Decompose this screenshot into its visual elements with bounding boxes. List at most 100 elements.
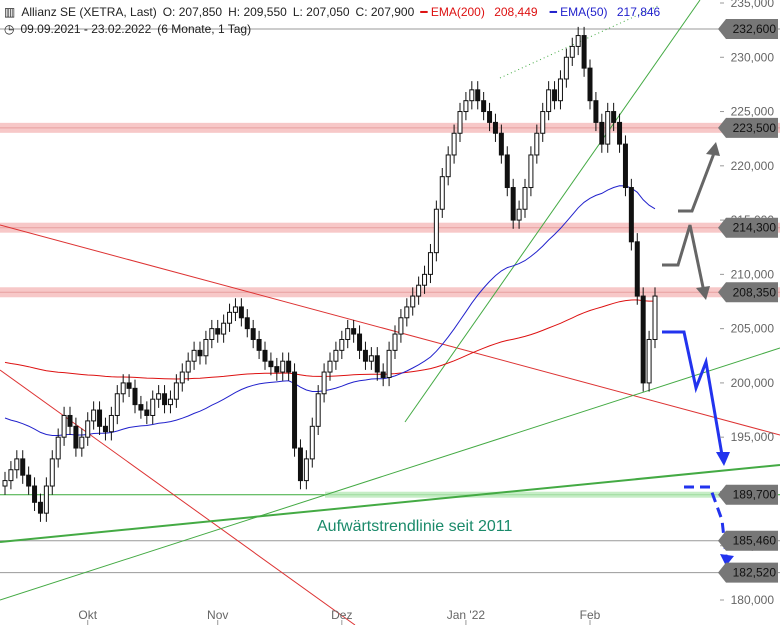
candle-body-46 xyxy=(274,366,280,373)
candle-body-45 xyxy=(268,360,274,368)
candle-body-22 xyxy=(132,387,138,406)
candle-body-25 xyxy=(150,398,156,416)
y-tick-label-9: 225,000 xyxy=(731,105,775,119)
candle-body-47 xyxy=(280,360,286,373)
candle-body-99 xyxy=(587,67,593,102)
y-tick-label-6: 210,000 xyxy=(731,267,775,281)
candle-body-87 xyxy=(516,208,522,221)
candle-body-49 xyxy=(292,371,298,449)
candle-60 xyxy=(357,325,363,360)
candle-body-19 xyxy=(114,393,120,416)
candle-body-103 xyxy=(611,111,617,123)
candle-28 xyxy=(167,390,173,414)
candle-body-50 xyxy=(297,447,303,482)
candle-1 xyxy=(8,461,14,490)
candle-body-91 xyxy=(540,111,546,134)
candle-body-33 xyxy=(197,349,203,357)
candle-80 xyxy=(475,81,481,110)
candle-body-12 xyxy=(73,425,79,449)
candle-40 xyxy=(238,298,244,327)
candle-58 xyxy=(345,319,351,349)
candle-body-37 xyxy=(221,322,227,335)
down-scenario-arrow xyxy=(662,224,706,293)
candle-32 xyxy=(191,341,197,370)
ema200-label: EMA(200) xyxy=(430,5,485,19)
candle-body-104 xyxy=(617,121,623,145)
candle-84 xyxy=(498,124,504,164)
price-tag-label-0: 232,600 xyxy=(733,22,777,36)
blue-arrow xyxy=(662,330,724,456)
candle-105 xyxy=(622,135,628,197)
price-tag-label-6: 182,520 xyxy=(733,566,777,580)
candle-64 xyxy=(380,363,386,387)
candle-body-73 xyxy=(433,208,439,254)
candle-body-81 xyxy=(481,100,487,113)
candle-12 xyxy=(73,417,79,457)
candle-101 xyxy=(599,113,605,153)
candle-67 xyxy=(398,309,404,343)
candle-body-57 xyxy=(339,338,345,351)
candle-87 xyxy=(516,200,522,229)
candle-body-61 xyxy=(362,349,368,362)
candle-78 xyxy=(463,92,469,121)
candle-body-9 xyxy=(55,436,61,460)
candle-36 xyxy=(215,319,221,343)
ema50-label: EMA(50) xyxy=(560,5,608,19)
candle-22 xyxy=(132,379,138,414)
candle-body-110 xyxy=(652,295,658,340)
candle-81 xyxy=(481,92,487,121)
candle-31 xyxy=(185,352,191,381)
candle-body-95 xyxy=(563,56,569,80)
price-tag-1: 223,500 xyxy=(718,117,778,138)
candle-98 xyxy=(581,26,587,77)
candle-body-78 xyxy=(463,100,469,113)
candle-43 xyxy=(256,330,262,360)
candle-body-96 xyxy=(569,45,575,58)
forecast-arrows xyxy=(662,142,734,566)
candle-body-44 xyxy=(262,349,268,362)
candle-body-35 xyxy=(209,328,215,340)
candle-body-42 xyxy=(250,328,256,340)
candle-body-54 xyxy=(321,371,327,395)
candle-77 xyxy=(457,102,463,142)
candle-52 xyxy=(309,417,315,468)
candle-108 xyxy=(640,287,646,392)
candle-body-28 xyxy=(167,398,173,406)
candle-54 xyxy=(321,363,327,403)
price-tag-6: 182,520 xyxy=(718,562,778,583)
candle-body-40 xyxy=(238,306,244,319)
candle-body-105 xyxy=(622,143,628,189)
candle-35 xyxy=(209,319,215,349)
candle-body-53 xyxy=(315,393,321,427)
candle-104 xyxy=(617,113,623,153)
candle-body-17 xyxy=(102,425,108,433)
candle-body-27 xyxy=(162,393,168,406)
candle-109 xyxy=(646,330,652,392)
candle-body-39 xyxy=(232,306,238,313)
candle-106 xyxy=(628,178,634,251)
candle-body-68 xyxy=(404,306,410,319)
grid-lines xyxy=(0,28,780,574)
candle-24 xyxy=(144,401,150,425)
candle-53 xyxy=(315,385,321,436)
candle-3 xyxy=(20,450,26,484)
candle-11 xyxy=(67,406,73,436)
candle-93 xyxy=(552,81,558,110)
red-trend-1 xyxy=(0,224,780,436)
candle-body-56 xyxy=(333,349,339,362)
candle-body-86 xyxy=(510,187,516,221)
price-tag-label-4: 189,700 xyxy=(733,488,777,502)
candle-20 xyxy=(120,374,126,403)
candle-74 xyxy=(439,167,445,218)
candle-body-100 xyxy=(593,100,599,123)
candle-91 xyxy=(540,102,546,142)
y-tick-label-4: 200,000 xyxy=(731,376,775,390)
candle-100 xyxy=(593,92,599,132)
up-scenario-arrow xyxy=(678,147,718,213)
candle-body-66 xyxy=(392,333,398,351)
candle-body-71 xyxy=(422,273,428,286)
candle-14 xyxy=(85,412,91,446)
price-tag-0: 232,600 xyxy=(718,19,778,40)
candle-9 xyxy=(55,428,61,468)
price-tag-bg-5 xyxy=(718,530,778,551)
